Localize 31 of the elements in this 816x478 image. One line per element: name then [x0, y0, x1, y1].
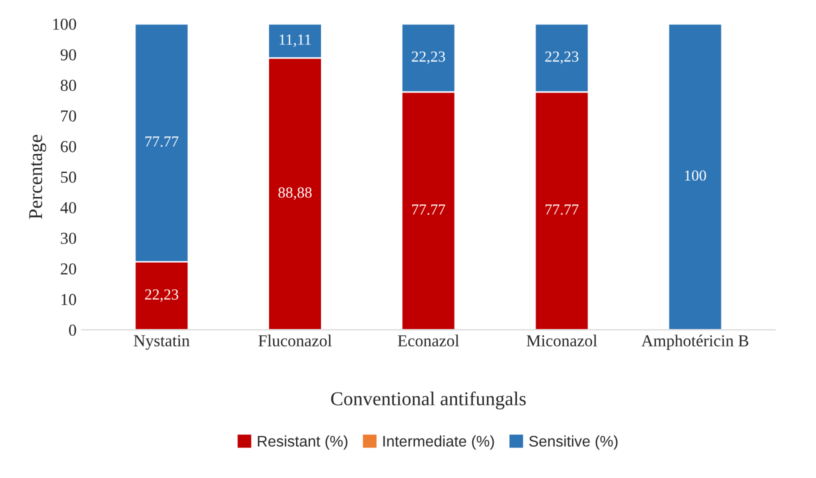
- y-axis-title: Percentage: [29, 134, 46, 219]
- legend-label: Intermediate (%): [383, 435, 494, 450]
- data-label: 11,11: [280, 34, 311, 47]
- data-label: 77.77: [412, 204, 446, 215]
- bar: [668, 24, 723, 330]
- x-tick-label: Amphotéricin B: [641, 334, 748, 350]
- data-label: 100: [685, 170, 706, 181]
- x-tick-label: Econazol: [398, 334, 460, 346]
- legend-label: Resistant (%): [258, 435, 348, 450]
- data-label: 22,23: [545, 51, 578, 64]
- x-axis-title: Conventional antifungals: [331, 391, 526, 410]
- data-label: 88,88: [278, 187, 312, 200]
- y-tick-label: 20: [60, 263, 76, 275]
- y-tick-label: 10: [62, 294, 76, 306]
- y-tick-label: 100: [53, 18, 76, 30]
- data-label: 22,23: [412, 51, 445, 64]
- y-tick-label: 40: [60, 202, 76, 214]
- y-tick-label: 70: [61, 110, 76, 122]
- x-tick-label: Nystatin: [134, 335, 190, 350]
- y-tick-label: 50: [61, 172, 76, 183]
- data-label: 22,23: [145, 289, 178, 302]
- x-tick-label: Fluconazol: [258, 334, 332, 346]
- legend-label: Sensitive (%): [529, 435, 618, 450]
- data-label: 77.77: [145, 136, 178, 147]
- x-tick-label: Miconazol: [526, 334, 598, 346]
- data-label: 77.77: [546, 204, 579, 215]
- y-tick-label: 90: [60, 49, 76, 60]
- y-tick-label: 0: [69, 324, 76, 336]
- y-tick-label: 30: [60, 232, 76, 244]
- y-tick-label: 80: [60, 80, 76, 92]
- y-tick-label: 60: [60, 140, 76, 152]
